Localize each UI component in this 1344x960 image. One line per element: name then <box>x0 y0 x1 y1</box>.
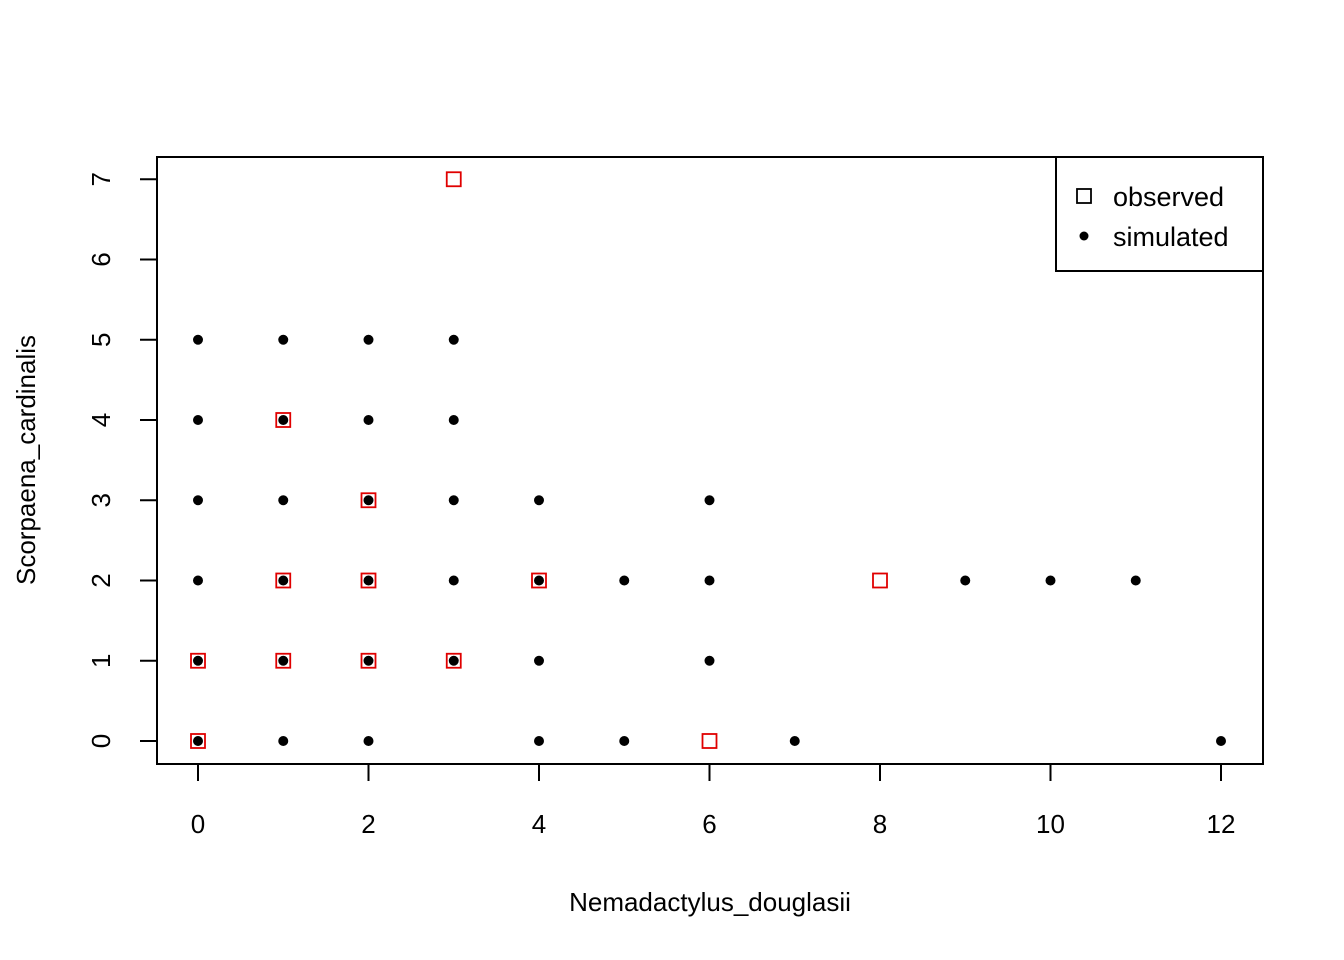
simulated-point <box>193 415 203 425</box>
x-tick-label: 2 <box>361 809 375 839</box>
legend-observed-label: observed <box>1113 182 1224 212</box>
y-tick-label: 4 <box>86 413 116 427</box>
simulated-point <box>363 334 374 345</box>
y-tick-label: 7 <box>86 172 116 186</box>
y-tick-label: 6 <box>86 252 116 266</box>
y-tick-label: 2 <box>86 573 116 587</box>
observed-series <box>190 171 888 749</box>
observed-point <box>701 733 718 749</box>
simulated-point <box>534 736 544 746</box>
simulated-point <box>193 655 203 666</box>
simulated-point <box>789 736 800 746</box>
y-tick-label: 3 <box>86 493 116 507</box>
simulated-point <box>448 575 459 586</box>
simulated-point <box>619 736 630 746</box>
y-tick-label: 0 <box>86 734 116 748</box>
legend: observed simulated <box>1055 156 1264 272</box>
observed-point <box>190 733 206 749</box>
observed-point <box>445 652 462 669</box>
simulated-point <box>193 334 203 345</box>
legend-simulated-label: simulated <box>1113 222 1229 252</box>
observed-point <box>275 412 292 428</box>
x-tick-label: 4 <box>532 809 546 839</box>
simulated-point <box>704 655 715 666</box>
x-tick-label: 0 <box>191 809 205 839</box>
legend-simulated-marker <box>1079 231 1089 241</box>
simulated-point <box>448 334 459 345</box>
x-tick-label: 8 <box>873 809 887 839</box>
simulated-point <box>193 575 203 586</box>
simulated-point <box>278 495 289 506</box>
simulated-point <box>448 415 459 425</box>
simulated-point <box>193 495 203 506</box>
y-tick-label: 1 <box>86 654 116 668</box>
observed-point <box>275 572 292 589</box>
simulated-point <box>278 575 289 586</box>
simulated-point <box>704 495 715 506</box>
x-tick-label: 12 <box>1207 809 1236 839</box>
simulated-series <box>193 334 1226 746</box>
simulated-point <box>960 575 971 586</box>
x-axis-label: Nemadactylus_douglasii <box>569 887 851 917</box>
y-axis-label: Scorpaena_cardinalis <box>11 335 41 585</box>
simulated-point <box>1130 575 1141 586</box>
legend-observed-marker <box>1076 188 1092 204</box>
x-axis: 0 2 4 6 8 10 12 <box>191 763 1236 839</box>
observed-point <box>531 572 547 589</box>
observed-point <box>360 652 377 669</box>
simulated-point <box>534 575 544 586</box>
y-axis: 0 1 2 3 4 5 6 7 <box>86 172 158 748</box>
legend-box <box>1055 156 1264 272</box>
simulated-point <box>363 575 374 586</box>
simulated-point <box>363 655 374 666</box>
observed-point <box>190 652 206 669</box>
observed-point <box>872 572 888 589</box>
observed-point <box>445 171 462 188</box>
simulated-point <box>619 575 630 586</box>
simulated-point <box>278 334 289 345</box>
simulated-point <box>278 655 289 666</box>
simulated-point <box>534 655 544 666</box>
simulated-point <box>448 655 459 666</box>
observed-point <box>360 572 377 589</box>
simulated-point <box>363 415 374 425</box>
simulated-point <box>448 495 459 506</box>
simulated-point <box>278 415 289 425</box>
simulated-point <box>1216 736 1226 746</box>
observed-point <box>275 652 292 669</box>
simulated-point <box>363 495 374 506</box>
x-tick-label: 10 <box>1036 809 1065 839</box>
observed-point <box>360 492 377 509</box>
y-tick-label: 5 <box>86 333 116 347</box>
simulated-point <box>363 736 374 746</box>
simulated-point <box>1045 575 1056 586</box>
simulated-point <box>193 736 203 746</box>
simulated-point <box>704 575 715 586</box>
x-tick-label: 6 <box>702 809 716 839</box>
simulated-point <box>534 495 544 506</box>
simulated-point <box>278 736 289 746</box>
